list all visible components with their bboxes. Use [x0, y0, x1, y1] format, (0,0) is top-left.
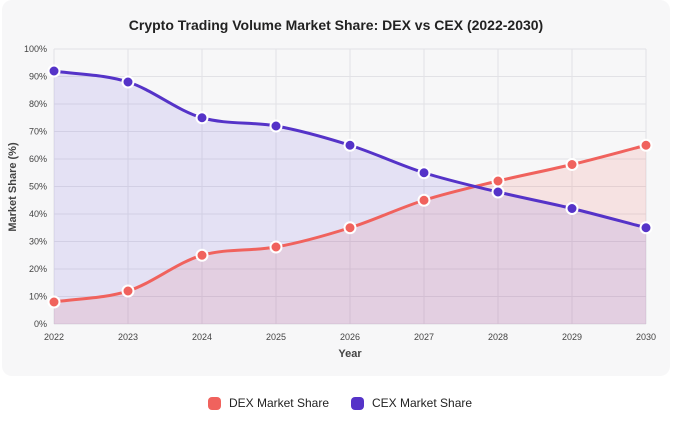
data-point-cex[interactable]: [269, 119, 283, 133]
y-tick-label: 90%: [29, 72, 47, 82]
x-tick-label: 2025: [266, 332, 286, 342]
legend-swatch-cex: [351, 396, 364, 410]
x-tick-label: 2024: [192, 332, 212, 342]
x-tick-label: 2029: [562, 332, 582, 342]
data-point-dex[interactable]: [121, 284, 135, 298]
y-tick-label: 10%: [29, 292, 47, 302]
y-tick-label: 80%: [29, 99, 47, 109]
x-axis-ticks: 2022 2023 2024 2025 2026 2027 2028 2029 2030: [44, 332, 656, 342]
legend-swatch-dex: [207, 396, 221, 410]
y-tick-label: 30%: [29, 237, 47, 247]
y-tick-label: 20%: [29, 264, 47, 274]
data-point-cex[interactable]: [491, 185, 505, 199]
legend-item-dex[interactable]: DEX Market Share: [207, 396, 329, 410]
data-point-dex[interactable]: [491, 174, 505, 188]
x-tick-label: 2028: [488, 332, 508, 342]
data-point-dex[interactable]: [47, 295, 61, 309]
series-points[interactable]: [47, 64, 653, 309]
y-tick-label: 0%: [34, 319, 47, 329]
legend: DEX Market Share CEX Market Share: [0, 396, 680, 410]
legend-label-cex: CEX Market Share: [372, 396, 473, 410]
data-point-cex[interactable]: [121, 75, 135, 89]
data-point-dex[interactable]: [639, 138, 653, 152]
x-tick-label: 2023: [118, 332, 138, 342]
chart-card: [2, 0, 670, 376]
y-tick-label: 40%: [29, 209, 47, 219]
data-point-dex[interactable]: [343, 221, 357, 235]
y-tick-label: 60%: [29, 154, 47, 164]
y-axis-title: Market Share (%): [7, 142, 19, 232]
chart-plot: 0%10%20%30%40%50%60%70%80%90%100% 2022 20…: [7, 44, 656, 360]
x-tick-label: 2030: [636, 332, 656, 342]
data-point-dex[interactable]: [195, 248, 209, 262]
y-tick-label: 100%: [24, 44, 47, 54]
grid-lines: [53, 48, 647, 325]
chart-title: Crypto Trading Volume Market Share: DEX …: [128, 17, 544, 33]
data-point-cex[interactable]: [47, 64, 61, 78]
data-point-dex[interactable]: [269, 240, 283, 254]
data-point-cex[interactable]: [343, 138, 357, 152]
x-tick-label: 2022: [44, 332, 64, 342]
data-point-cex[interactable]: [195, 111, 209, 125]
data-point-dex[interactable]: [565, 158, 579, 171]
x-tick-label: 2027: [414, 332, 434, 342]
data-point-cex[interactable]: [417, 166, 431, 180]
x-axis-title: Year: [338, 348, 362, 360]
y-tick-label: 70%: [29, 127, 47, 137]
legend-item-cex[interactable]: CEX Market Share: [351, 396, 472, 410]
data-point-dex[interactable]: [417, 193, 431, 207]
x-tick-label: 2026: [340, 332, 360, 342]
y-tick-label: 50%: [29, 182, 47, 192]
legend-label-dex: DEX Market Share: [228, 396, 329, 410]
data-point-cex[interactable]: [639, 221, 653, 235]
data-point-cex[interactable]: [565, 202, 579, 215]
y-axis-ticks: 0% 10% 20% 30% 40% 50% 60% 70% 80% 90% 100%: [24, 44, 47, 329]
